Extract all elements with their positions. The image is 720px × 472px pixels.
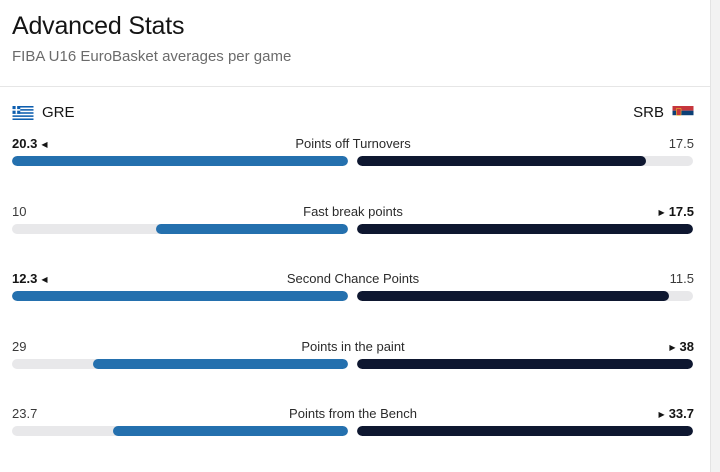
away-value: ▶ 17.5 bbox=[659, 204, 694, 219]
away-bar-fill bbox=[357, 359, 693, 369]
away-value-text: 33.7 bbox=[668, 406, 694, 421]
home-bar-fill bbox=[12, 156, 348, 166]
away-value: 11.5 bbox=[670, 271, 694, 286]
home-bar-fill bbox=[112, 426, 348, 436]
home-bar-track bbox=[12, 156, 348, 166]
greece-flag-icon bbox=[12, 105, 34, 120]
stat-row: 29 Points in the paint ▶ 38 bbox=[12, 339, 694, 379]
away-bar-track bbox=[357, 359, 693, 369]
home-bar-track bbox=[12, 426, 348, 436]
leader-arrow-left-icon: ◀ bbox=[41, 275, 48, 284]
away-bar-track bbox=[357, 156, 693, 166]
stat-row: 12.3 ◀ Second Chance Points 11.5 bbox=[12, 271, 694, 311]
home-bar-fill bbox=[156, 224, 348, 234]
home-value: 29 bbox=[12, 339, 26, 354]
away-value: ▶ 38 bbox=[669, 339, 694, 354]
stat-label: Fast break points bbox=[303, 204, 403, 219]
away-team-code: SRB bbox=[633, 104, 664, 121]
away-team: SRB bbox=[633, 104, 694, 121]
page-title: Advanced Stats bbox=[12, 12, 185, 40]
home-value-text: 12.3 bbox=[12, 271, 38, 286]
home-value: 10 bbox=[12, 204, 26, 219]
stat-row: 23.7 Points from the Bench ▶ 33.7 bbox=[12, 406, 694, 446]
away-value-text: 11.5 bbox=[669, 271, 694, 286]
away-value-text: 17.5 bbox=[668, 204, 694, 219]
divider bbox=[0, 86, 710, 87]
stat-row: 10 Fast break points ▶ 17.5 bbox=[12, 204, 694, 244]
home-bar-fill bbox=[92, 359, 348, 369]
away-bar-track bbox=[357, 426, 693, 436]
home-value: 20.3 ◀ bbox=[12, 136, 47, 151]
away-bar-fill bbox=[357, 291, 670, 301]
home-bar-track bbox=[12, 291, 348, 301]
away-bar-track bbox=[357, 224, 693, 234]
leader-arrow-right-icon: ▶ bbox=[669, 343, 676, 352]
away-bar-track bbox=[357, 291, 693, 301]
away-value-text: 17.5 bbox=[668, 136, 694, 151]
home-bar-fill bbox=[12, 291, 348, 301]
home-bar-track bbox=[12, 224, 348, 234]
away-bar-fill bbox=[357, 224, 693, 234]
away-bar-fill bbox=[357, 426, 693, 436]
stat-label: Points off Turnovers bbox=[295, 136, 411, 151]
away-value: 17.5 bbox=[669, 136, 694, 151]
away-bar-fill bbox=[357, 156, 646, 166]
stat-row: 20.3 ◀ Points off Turnovers 17.5 bbox=[12, 136, 694, 176]
home-team-code: GRE bbox=[42, 104, 75, 121]
serbia-flag-icon bbox=[672, 105, 694, 120]
away-value: ▶ 33.7 bbox=[659, 406, 694, 421]
away-value-text: 38 bbox=[679, 339, 694, 354]
leader-arrow-left-icon: ◀ bbox=[41, 140, 48, 149]
home-bar-track bbox=[12, 359, 348, 369]
home-value-text: 29 bbox=[12, 339, 27, 354]
home-value: 23.7 bbox=[12, 406, 37, 421]
home-value-text: 20.3 bbox=[12, 136, 38, 151]
home-team: GRE bbox=[12, 104, 75, 121]
home-value-text: 23.7 bbox=[12, 406, 38, 421]
leader-arrow-right-icon: ▶ bbox=[658, 208, 665, 217]
home-value-text: 10 bbox=[12, 204, 27, 219]
leader-arrow-right-icon: ▶ bbox=[658, 410, 665, 419]
stat-label: Points from the Bench bbox=[289, 406, 417, 421]
page-subtitle: FIBA U16 EuroBasket averages per game bbox=[12, 48, 292, 65]
stat-label: Points in the paint bbox=[301, 339, 405, 354]
home-value: 12.3 ◀ bbox=[12, 271, 47, 286]
stat-label: Second Chance Points bbox=[286, 271, 420, 286]
